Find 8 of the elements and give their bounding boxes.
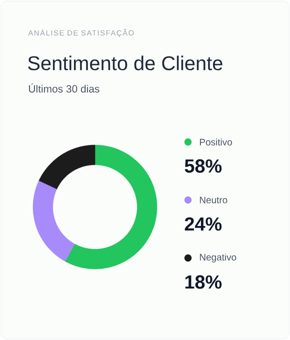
data-label: 24% [184, 217, 222, 231]
legend-label: Neutro [200, 196, 228, 204]
legend-label: Negativo [200, 254, 236, 262]
legend-label: Positivo [200, 138, 232, 146]
data-label: 58% [184, 159, 222, 173]
data-label: 18% [185, 275, 222, 289]
chart-title: Sentimento de Cliente [28, 56, 222, 70]
chart-subtitle: Últimos 30 dias [29, 83, 100, 93]
